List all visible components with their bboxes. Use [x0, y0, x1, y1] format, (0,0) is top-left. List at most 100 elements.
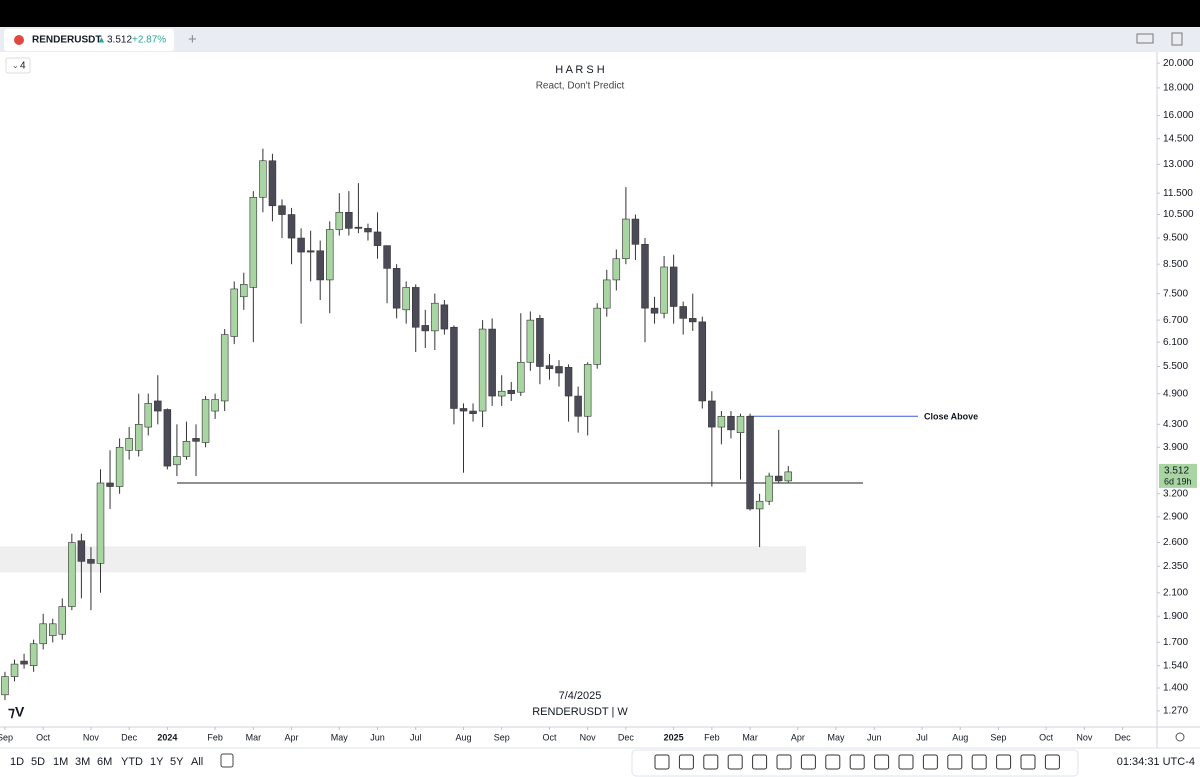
- candle-body: [650, 307, 659, 314]
- y-tick-label: 9.500: [1163, 233, 1188, 244]
- x-tick-label: Oct: [542, 732, 557, 742]
- x-tick-label: Dec: [618, 732, 635, 742]
- settings-icon[interactable]: [1175, 732, 1185, 742]
- range-button[interactable]: 1M: [53, 756, 68, 768]
- x-tick-label: May: [331, 732, 349, 742]
- y-tick-label: 16.000: [1163, 110, 1194, 121]
- range-button[interactable]: 5D: [31, 756, 45, 768]
- tool-icon[interactable]: [1020, 754, 1036, 770]
- x-tick-label: Oct: [1039, 732, 1054, 742]
- y-tick-label: 1.270: [1163, 706, 1188, 717]
- tool-icon[interactable]: [971, 754, 987, 770]
- x-tick-label: Oct: [36, 732, 51, 742]
- y-tick-label: 3.200: [1163, 488, 1188, 499]
- candle-body: [268, 160, 277, 207]
- candle-body: [507, 390, 515, 394]
- candle-body: [746, 415, 754, 510]
- candle-body: [689, 318, 697, 323]
- top-bar: [0, 0, 1200, 27]
- x-tick-label: Mar: [742, 732, 758, 742]
- tool-icon[interactable]: [849, 754, 865, 770]
- tool-icon[interactable]: [874, 754, 890, 770]
- candle-body: [383, 245, 391, 269]
- range-button[interactable]: 6M: [97, 756, 112, 768]
- candle-body: [440, 304, 449, 330]
- window-icon[interactable]: [1171, 32, 1183, 46]
- layout-select[interactable]: [5, 57, 31, 74]
- candle-body: [450, 326, 458, 409]
- tool-icon[interactable]: [898, 754, 914, 770]
- chevron: ⌄: [12, 61, 19, 70]
- x-tick-label: Dec: [1115, 732, 1132, 742]
- candle-body: [392, 268, 401, 309]
- x-tick-label: Nov: [1076, 732, 1093, 742]
- y-tick-label: 2.350: [1163, 561, 1188, 572]
- candle-body: [201, 399, 210, 443]
- calendar-icon[interactable]: [220, 753, 234, 768]
- candle-body: [230, 288, 238, 337]
- tool-icon[interactable]: [727, 754, 743, 770]
- candle-body: [220, 334, 229, 402]
- candle-body: [125, 438, 133, 451]
- tool-icon[interactable]: [825, 754, 841, 770]
- candle-body: [631, 218, 640, 245]
- candle-body: [660, 266, 668, 314]
- y-tick-label: 1.700: [1163, 637, 1188, 648]
- candle-body: [536, 318, 544, 367]
- header-price: 3.512: [107, 35, 132, 46]
- tool-icon[interactable]: [996, 754, 1012, 770]
- chart-subtitle: React, Don't Predict: [536, 81, 625, 92]
- candle-body: [96, 482, 105, 564]
- tool-icon[interactable]: [752, 754, 768, 770]
- candle-body: [259, 160, 267, 198]
- y-tick-label: 14.500: [1163, 133, 1194, 144]
- tool-icon[interactable]: [703, 754, 719, 770]
- x-tick-label: May: [828, 732, 846, 742]
- x-tick-label: Jul: [410, 732, 422, 742]
- x-tick-label: Dec: [121, 732, 138, 742]
- tool-icon[interactable]: [678, 754, 694, 770]
- range-button[interactable]: 1Y: [150, 756, 164, 768]
- layout-icon[interactable]: [1136, 33, 1154, 44]
- x-tick-label: 2025: [664, 732, 684, 742]
- candle-body: [68, 542, 76, 607]
- tool-icon[interactable]: [922, 754, 938, 770]
- candle-body: [765, 475, 773, 502]
- candle-body: [106, 482, 114, 487]
- tool-icon[interactable]: [1044, 754, 1060, 770]
- range-button[interactable]: 1D: [10, 756, 24, 768]
- candle-body: [593, 307, 601, 365]
- range-button[interactable]: 5Y: [170, 756, 184, 768]
- candle-body: [249, 196, 258, 288]
- candle-body: [612, 258, 621, 281]
- candle-body: [10, 663, 19, 677]
- clock: 01:34:31 UTC-4: [1117, 756, 1195, 768]
- y-tick-label: 2.600: [1163, 537, 1188, 548]
- y-tick-label: 4.300: [1163, 419, 1188, 430]
- tool-icon[interactable]: [800, 754, 816, 770]
- y-tick-label: 3.900: [1163, 442, 1188, 453]
- x-tick-label: Sep: [990, 732, 1006, 742]
- range-button[interactable]: YTD: [121, 756, 143, 768]
- candle-body: [583, 364, 592, 417]
- candle-body: [1, 676, 9, 696]
- tool-icon[interactable]: [654, 754, 670, 770]
- symbol-tab[interactable]: [4, 29, 174, 51]
- range-button[interactable]: All: [191, 756, 203, 768]
- add-tab[interactable]: +: [188, 31, 197, 48]
- candle-body: [163, 409, 172, 467]
- y-tick-label: 6.700: [1163, 315, 1188, 326]
- candle-body: [698, 321, 707, 402]
- candle-body: [727, 415, 735, 431]
- last-price-label: 3.512: [1164, 466, 1189, 477]
- layout-count: 4: [20, 61, 26, 72]
- tool-icon[interactable]: [776, 754, 792, 770]
- y-tick-label: 7.500: [1163, 288, 1188, 299]
- y-tick-label: 2.900: [1163, 512, 1188, 523]
- candle-body: [497, 390, 506, 397]
- x-tick-label: Aug: [952, 732, 968, 742]
- x-tick-label: Feb: [207, 732, 223, 742]
- range-button[interactable]: 3M: [75, 756, 90, 768]
- tool-icon[interactable]: [947, 754, 963, 770]
